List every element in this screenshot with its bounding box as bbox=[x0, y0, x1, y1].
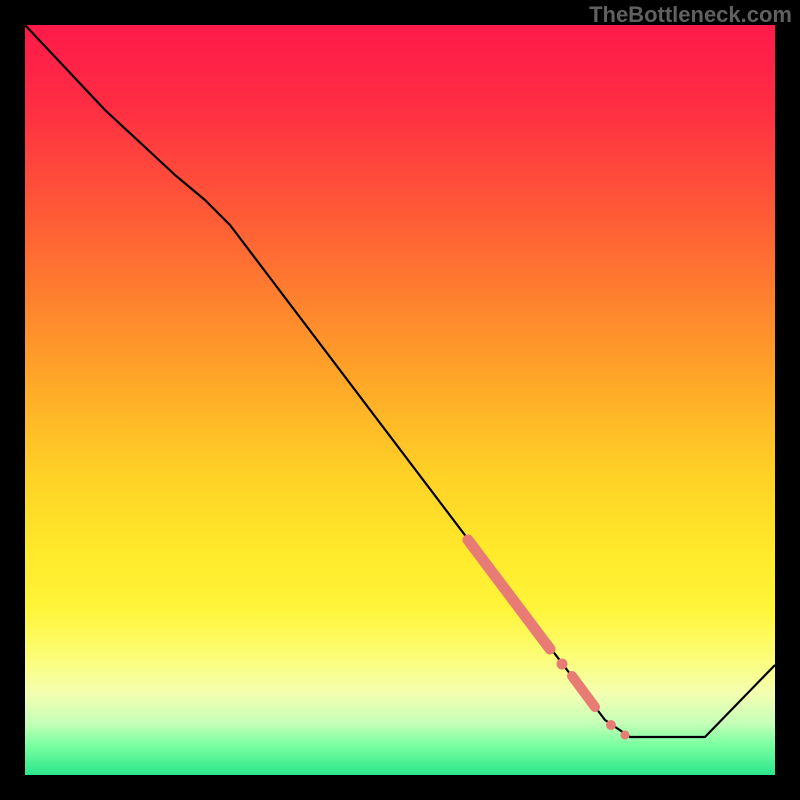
watermark-text: TheBottleneck.com bbox=[589, 2, 792, 28]
overlay-svg bbox=[0, 0, 800, 800]
bottleneck-curve bbox=[25, 25, 775, 737]
chart-frame: TheBottleneck.com bbox=[0, 0, 800, 800]
highlight-dashes bbox=[468, 540, 630, 740]
